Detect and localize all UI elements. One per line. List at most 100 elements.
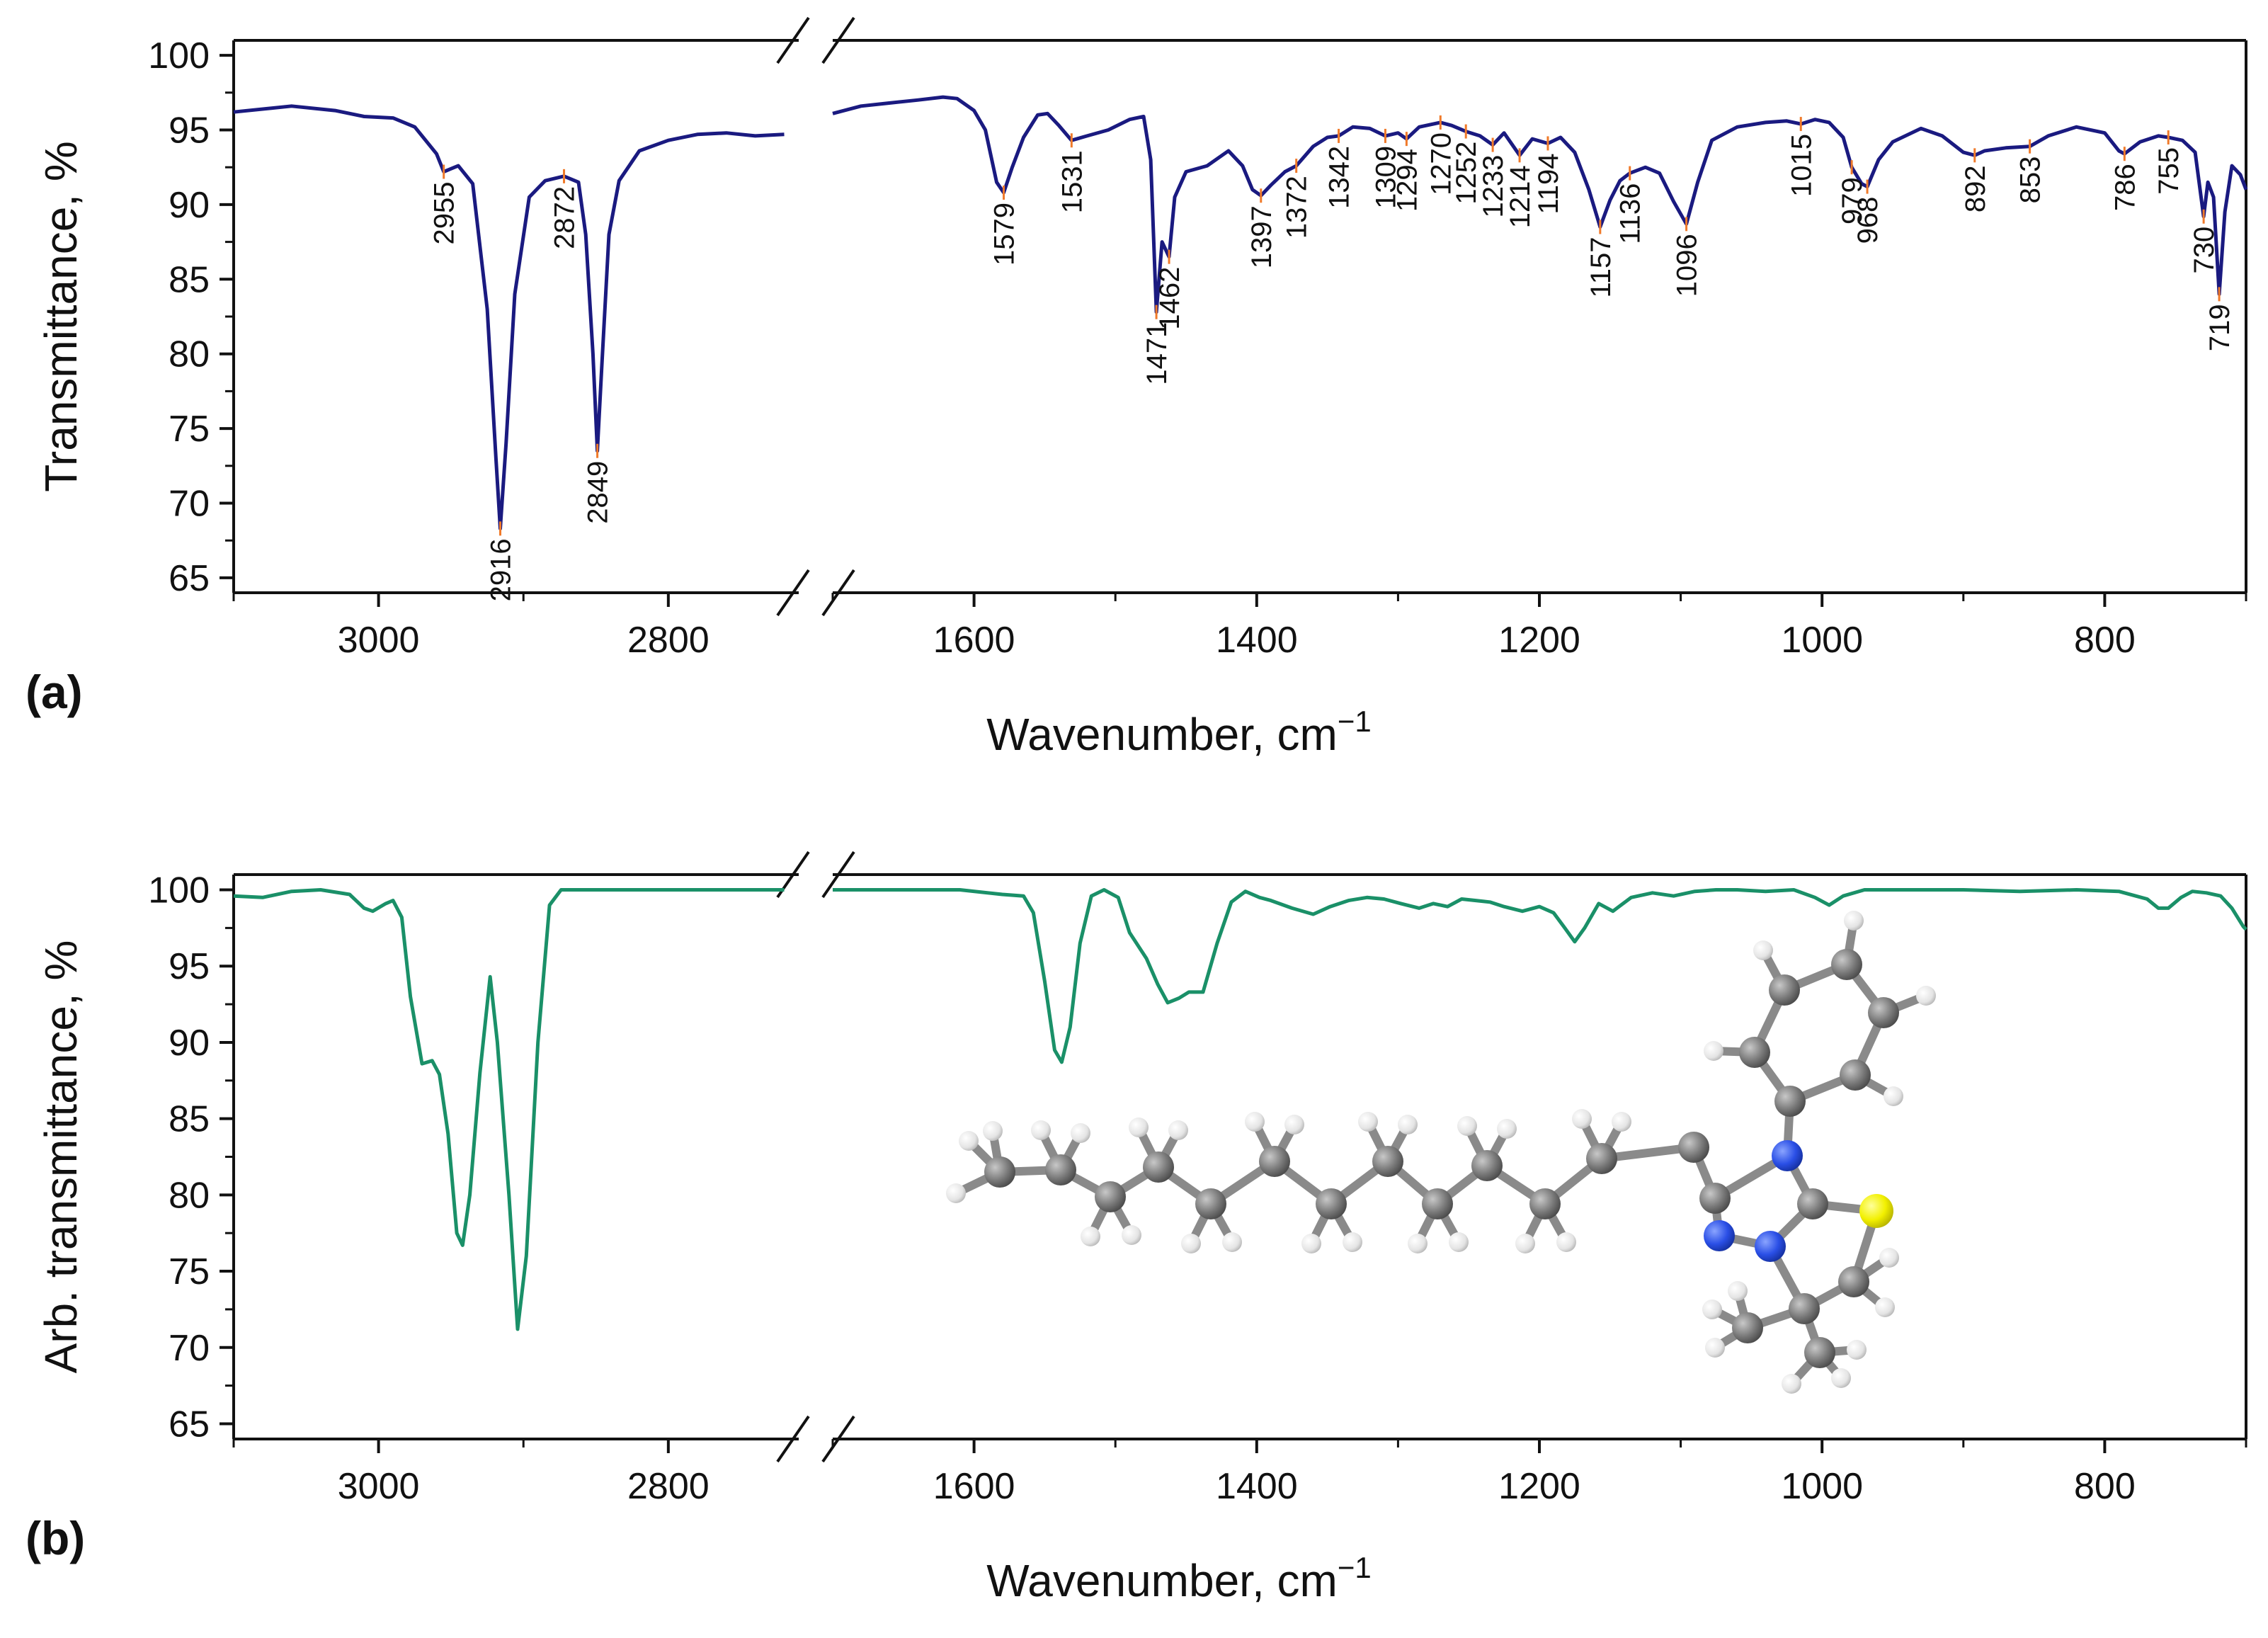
hydrogen-atom [1358, 1112, 1378, 1132]
carbon-atom [1372, 1146, 1403, 1177]
carbon-atom [1774, 1086, 1806, 1117]
hydrogen-atom [1301, 1234, 1321, 1253]
y-tick-label: 90 [169, 185, 210, 226]
y-axis-title: Arb. transmittance, % [35, 940, 86, 1374]
carbon-atom [984, 1156, 1015, 1188]
y-tick-label: 90 [169, 1023, 210, 1064]
y-tick-label: 95 [169, 946, 210, 987]
y-tick-label: 95 [169, 110, 210, 151]
peak-label: 1309 [1370, 146, 1401, 209]
hydrogen-atom [1245, 1112, 1265, 1132]
peak-label: 2916 [485, 538, 516, 601]
peak-label: 1015 [1786, 134, 1817, 197]
y-tick-label: 65 [169, 558, 210, 599]
peak-label: 755 [2153, 147, 2184, 195]
x-tick-label: 3000 [338, 1466, 420, 1507]
carbon-atom [1739, 1037, 1770, 1068]
peak-label: 786 [2109, 164, 2141, 211]
hydrogen-atom [1122, 1225, 1141, 1245]
carbon-atom [1678, 1132, 1709, 1163]
peak-label: 719 [2204, 304, 2235, 351]
peak-label: 1471 [1141, 322, 1173, 385]
peak-label: 1157 [1585, 237, 1617, 298]
peak-label: 968 [1852, 197, 1884, 244]
series [233, 95, 2248, 530]
carbon-atom [1143, 1151, 1174, 1183]
carbon-atom [1831, 949, 1862, 980]
sulfur-atom [1859, 1194, 1893, 1228]
x-axis-title: Wavenumber, cm−1 [986, 705, 1371, 760]
carbon-atom [1529, 1188, 1561, 1219]
peak-label: 1270 [1425, 132, 1457, 195]
plot-frame [232, 39, 2247, 594]
y-tick-label: 85 [169, 259, 210, 300]
x-tick-label: 1000 [1781, 1466, 1863, 1507]
peak-label: 2872 [549, 186, 581, 249]
peak-label: 1342 [1324, 146, 1355, 209]
hydrogen-atom [1129, 1117, 1149, 1137]
hydrogen-atom [1343, 1232, 1362, 1252]
molecule-ball-and-stick-image [946, 911, 1936, 1394]
x-axis-title-superscript: −1 [1338, 705, 1372, 738]
peak-label: 1214 [1505, 165, 1536, 228]
hydrogen-atom [1753, 940, 1773, 960]
peak-label: 892 [1960, 165, 1991, 212]
peak-label: 853 [2015, 157, 2046, 204]
peak-label: 979 [1837, 177, 1868, 224]
hydrogen-atom [1844, 911, 1864, 931]
y-axis-title: Transmittance, % [35, 141, 86, 492]
hydrogen-atom [1612, 1112, 1631, 1132]
hydrogen-atom [959, 1131, 979, 1151]
panel-label: (b) [25, 1512, 85, 1564]
y-tick-label: 85 [169, 1099, 210, 1140]
hydrogen-atom [1728, 1281, 1748, 1301]
hydrogen-atom [1081, 1227, 1100, 1246]
hydrogen-atom [1497, 1119, 1517, 1139]
x-axis-title-text: Wavenumber, cm [986, 1555, 1338, 1606]
panel-a: 65 70 75 80 85 90 95 100 Transmittance, % 3000 280… [25, 12, 2248, 760]
carbon-atom [1868, 997, 1899, 1028]
carbon-atom [1095, 1181, 1126, 1212]
y-tick-label: 75 [169, 409, 210, 450]
carbon-atom [1732, 1312, 1763, 1343]
peak-label: 2849 [583, 461, 614, 524]
peak-label: 2955 [429, 182, 460, 245]
hydrogen-atom [1875, 1297, 1895, 1317]
carbon-atom [1045, 1154, 1076, 1185]
peak-label: 730 [2189, 227, 2220, 274]
hydrogen-atom [1831, 1368, 1851, 1388]
x-tick-label: 800 [2074, 620, 2136, 661]
carbon-atom [1769, 974, 1800, 1006]
panel-b: 65 70 75 80 85 90 95 100 Arb. transmittance, % 30… [25, 846, 2247, 1606]
carbon-atom [1471, 1150, 1503, 1181]
x-tick-label: 800 [2074, 1466, 2136, 1507]
y-tick-label: 80 [169, 334, 210, 375]
hydrogen-atom [1071, 1123, 1090, 1143]
x-tick-label: 1200 [1498, 1466, 1580, 1507]
axis-break-mark [776, 12, 855, 69]
peak-label: 1462 [1154, 267, 1185, 330]
nitrogen-atom [1772, 1140, 1803, 1171]
x-tick-label: 1400 [1216, 1466, 1298, 1507]
panel-label: (a) [25, 666, 83, 718]
hydrogen-atom [1916, 986, 1936, 1006]
hydrogen-atom [1572, 1109, 1592, 1129]
carbon-atom [1586, 1143, 1617, 1174]
carbon-atom [1195, 1188, 1226, 1219]
x-tick-label: 1600 [933, 620, 1015, 661]
y-tick-label: 70 [169, 484, 210, 525]
carbon-atom [1840, 1059, 1871, 1091]
hydrogen-atom [1398, 1115, 1418, 1134]
series-line-segment [833, 888, 2247, 1064]
carbon-atom [1797, 1188, 1828, 1219]
carbon-atom [1789, 1293, 1820, 1324]
y-tick-label: 80 [169, 1175, 210, 1216]
y-tick-label: 70 [169, 1328, 210, 1369]
y-axis: 65 70 75 80 85 90 95 100 [148, 35, 234, 599]
x-axis-title-superscript: −1 [1338, 1551, 1372, 1584]
peak-label: 1252 [1451, 142, 1482, 205]
peak-label: 1397 [1246, 205, 1277, 268]
hydrogen-atom [1879, 1248, 1899, 1268]
carbon-atom [1838, 1266, 1869, 1297]
hydrogen-atom [1884, 1086, 1903, 1106]
